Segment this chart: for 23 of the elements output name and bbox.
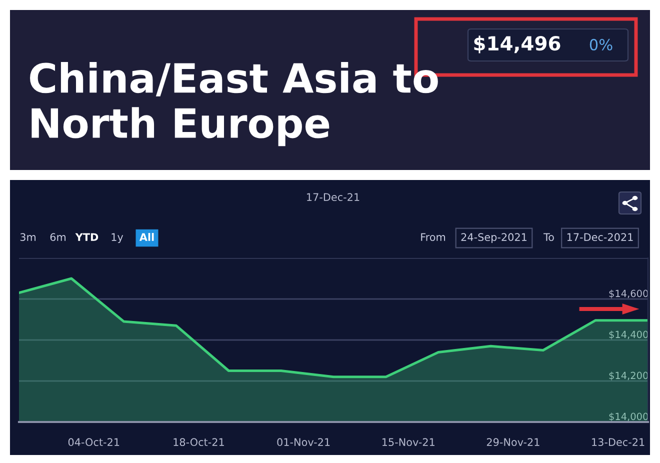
- text: 3m: [20, 233, 36, 242]
- x-tick-label: 18-Oct-21: [174, 438, 224, 446]
- y-tick-label: $14,600: [609, 290, 648, 298]
- text: 1y: [112, 233, 124, 244]
- text: From: [421, 233, 446, 242]
- x-tick-label: 04-Oct-21: [68, 438, 120, 446]
- text: 0%: [590, 38, 612, 50]
- text: All: [139, 232, 154, 241]
- x-tick-label: 13-Dec-21: [592, 438, 644, 446]
- chart-subtitle: 17-Dec-21: [307, 193, 360, 202]
- y-tick-label: $14,200: [609, 372, 648, 380]
- text: 17-Dec-2021: [567, 233, 633, 242]
- text: 24-Sep-2021: [461, 233, 526, 244]
- chart-title: China/East Asia to North Europe: [30, 62, 438, 146]
- text: 6m: [50, 233, 66, 242]
- text: $14,496: [474, 36, 560, 54]
- text: YTD: [75, 233, 98, 241]
- x-tick-label: 01-Nov-21: [277, 438, 330, 446]
- x-tick-label: 15-Nov-21: [382, 438, 434, 446]
- x-tick-label: 29-Nov-21: [486, 438, 540, 446]
- y-tick-label: $14,000: [609, 412, 648, 422]
- y-tick-label: $14,400: [609, 330, 648, 340]
- text: To: [543, 233, 554, 242]
